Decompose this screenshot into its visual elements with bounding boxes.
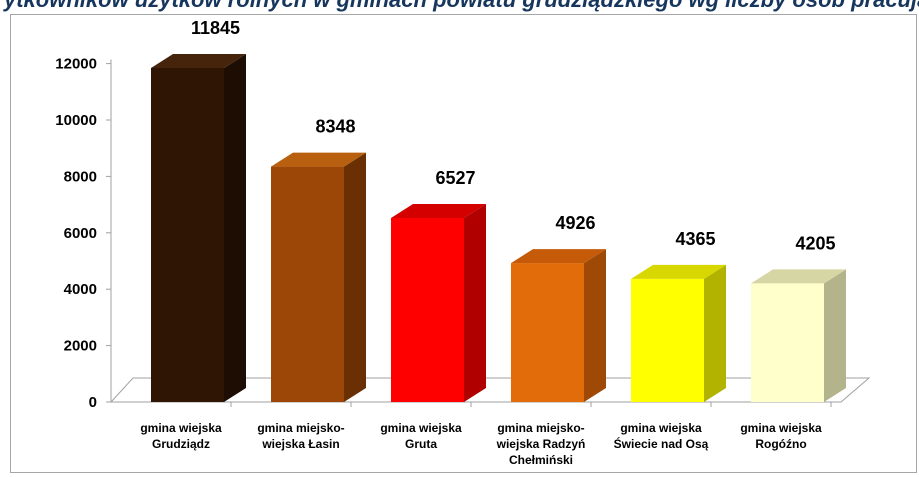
labels-layer: 11845 gmina wiejska Grudziądz 8348 gmina mie… xyxy=(140,18,835,467)
page-title: ytkowników użytków rolnych w gminach pow… xyxy=(0,0,919,12)
y-tick-label: 10000 xyxy=(55,112,97,129)
data-label: 4926 xyxy=(555,213,595,233)
bar-chart: 0 2000 4000 6000 8000 10000 12000 11845 gmina w… xyxy=(55,18,871,467)
axes-layer: 0 2000 4000 6000 8000 10000 12000 xyxy=(55,56,871,411)
data-label: 4205 xyxy=(795,233,835,253)
bar-side xyxy=(704,264,726,402)
category-label: gmina miejsko- xyxy=(497,421,584,435)
y-tick-label: 0 xyxy=(89,394,97,411)
category-label: Rogóźno xyxy=(755,437,806,451)
category-label: wiejska Łasin xyxy=(261,437,339,451)
y-tick-label: 4000 xyxy=(64,281,97,298)
data-label: 6527 xyxy=(435,168,475,188)
bar xyxy=(751,269,846,402)
bar-top xyxy=(631,264,726,279)
data-label: 8348 xyxy=(315,117,355,137)
category-label: gmina wiejska xyxy=(620,421,702,435)
bar-front xyxy=(631,278,704,402)
bar xyxy=(631,264,726,402)
bars-layer xyxy=(151,53,846,402)
chart-floor xyxy=(109,377,871,403)
chart-frame: 0 2000 4000 6000 8000 10000 12000 11845 gmina w… xyxy=(10,14,917,473)
category-label: gmina wiejska xyxy=(140,421,222,435)
bar-top xyxy=(751,269,846,284)
category-label: gmina miejsko- xyxy=(257,421,344,435)
y-tick-label: 2000 xyxy=(64,338,97,355)
data-label: 4365 xyxy=(675,229,715,249)
category-label: Gruta xyxy=(405,437,437,451)
bar-side xyxy=(584,249,606,402)
bar-front xyxy=(391,217,464,402)
bar-side xyxy=(824,269,846,402)
category-label: gmina wiejska xyxy=(380,421,462,435)
y-tick-label: 6000 xyxy=(64,225,97,242)
category-label: Chełmiński xyxy=(509,453,573,467)
y-tick-label: 12000 xyxy=(55,56,97,73)
bar-front xyxy=(151,67,224,402)
y-tick-label: 8000 xyxy=(64,168,97,185)
category-label: Grudziądz xyxy=(152,437,210,451)
bar-side xyxy=(224,53,246,402)
bar-side xyxy=(344,152,366,402)
category-label: wiejska Radzyń xyxy=(496,437,586,451)
category-label: Świecie nad Osą xyxy=(614,436,709,451)
category-label: gmina wiejska xyxy=(740,421,822,435)
bar-top xyxy=(511,249,606,264)
bar xyxy=(151,53,246,402)
bar-top xyxy=(271,152,366,167)
bar-top xyxy=(391,203,486,218)
bar-front xyxy=(271,166,344,402)
bar xyxy=(391,203,486,402)
bar xyxy=(271,152,366,402)
bar-top xyxy=(151,53,246,68)
data-label: 11845 xyxy=(191,18,240,38)
bar xyxy=(511,249,606,402)
bar-side xyxy=(464,203,486,402)
bar-front xyxy=(511,263,584,402)
bar-front xyxy=(751,283,824,402)
